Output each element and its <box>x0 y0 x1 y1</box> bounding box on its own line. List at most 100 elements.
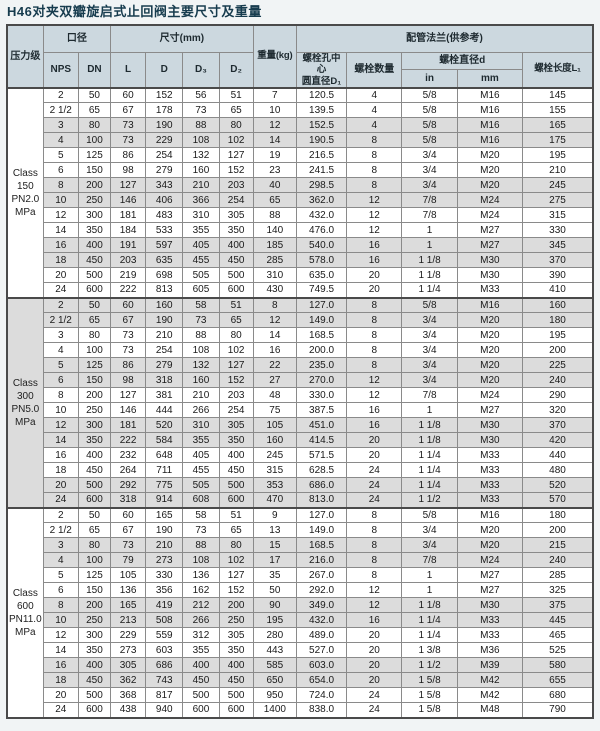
header-dimensions: 尺寸(mm) <box>110 24 254 53</box>
cell: 500 <box>218 477 254 494</box>
cell: M16 <box>456 102 524 119</box>
cell: 73 <box>109 342 147 359</box>
cell: 160 <box>182 372 220 389</box>
cell: 370 <box>522 252 594 269</box>
cell: 254 <box>218 192 254 209</box>
cell: M33 <box>456 627 524 644</box>
table-row: 12 300 181 483 310 305 88 432.0 12 7/8 M24 315 <box>7 207 594 224</box>
cell: 20 <box>346 672 403 689</box>
cell: 500 <box>182 687 220 704</box>
cell: 2 1/2 <box>42 312 79 329</box>
cell: 245 <box>522 177 594 194</box>
cell: M33 <box>456 447 524 464</box>
cell: M20 <box>456 372 524 389</box>
table-row: 16 400 191 597 405 400 185 540.0 16 1 M27 345 <box>7 237 594 254</box>
cell: 98 <box>109 372 147 389</box>
cell: 105 <box>252 417 297 434</box>
cell: 350 <box>218 432 254 449</box>
cell: 20 <box>42 267 79 284</box>
cell: 267.0 <box>295 567 348 584</box>
cell: 213 <box>109 612 147 629</box>
cell: 132 <box>182 147 220 164</box>
cell: M16 <box>456 132 524 149</box>
cell: 940 <box>145 702 184 719</box>
header-d3: D₃ <box>182 51 220 89</box>
cell: 520 <box>522 477 594 494</box>
cell: 10 <box>252 102 297 119</box>
cell: 65 <box>218 312 254 329</box>
cell: 2 <box>42 296 79 314</box>
cell: 20 <box>346 657 403 674</box>
cell: 400 <box>77 447 112 464</box>
cell: 8 <box>346 177 403 194</box>
table-row: 8 200 127 343 210 203 40 298.5 8 3/4 M20 245 <box>7 177 594 194</box>
cell: 686 <box>145 657 184 674</box>
cell: 139.5 <box>295 102 348 119</box>
cell: 366 <box>182 192 220 209</box>
cell: 10 <box>42 402 79 419</box>
cell: 520 <box>145 417 184 434</box>
cell: 465 <box>522 627 594 644</box>
cell: 8 <box>346 506 403 524</box>
cell: 100 <box>77 132 112 149</box>
cell: M20 <box>456 147 524 164</box>
cell: 600 <box>218 492 254 509</box>
table-row: 10 250 146 406 366 254 65 362.0 12 7/8 M24 275 <box>7 192 594 209</box>
cell: 353 <box>252 477 297 494</box>
cell: 60 <box>109 86 147 104</box>
cell: 50 <box>77 296 112 314</box>
cell: 127.0 <box>295 506 348 524</box>
table-row: 14 350 184 533 355 350 140 476.0 12 1 M27 330 <box>7 222 594 239</box>
cell: 345 <box>522 237 594 254</box>
cell: 195 <box>522 327 594 344</box>
cell: 432.0 <box>295 612 348 629</box>
table-row: 12 300 181 520 310 305 105 451.0 16 1 1/8 M30 370 <box>7 417 594 434</box>
cell: 405 <box>182 237 220 254</box>
cell: 88 <box>182 327 220 344</box>
cell: 215 <box>522 537 594 554</box>
cell: 50 <box>252 582 297 599</box>
cell: 1 3/8 <box>401 642 458 659</box>
cell: 10 <box>42 192 79 209</box>
cell: 450 <box>77 252 112 269</box>
cell: 146 <box>109 192 147 209</box>
cell: 127 <box>109 387 147 404</box>
cell: 125 <box>77 567 112 584</box>
cell: 225 <box>522 357 594 374</box>
table-row: 6 150 136 356 162 152 50 292.0 12 1 M27 325 <box>7 582 594 599</box>
table-row: 18 450 203 635 455 450 285 578.0 16 1 1/8 M30 370 <box>7 252 594 269</box>
cell: 80 <box>218 537 254 554</box>
table-row: 10 250 146 444 266 254 75 387.5 16 1 M27 320 <box>7 402 594 419</box>
cell: M20 <box>456 522 524 539</box>
cell: 330 <box>145 567 184 584</box>
table-row: 5 125 86 279 132 127 22 235.0 8 3/4 M20 225 <box>7 357 594 374</box>
cell: 500 <box>218 267 254 284</box>
header-unit-mm: mm <box>456 69 524 89</box>
cell: M20 <box>456 177 524 194</box>
cell: 9 <box>252 506 297 524</box>
cell: 305 <box>109 657 147 674</box>
table-row: 6 150 98 318 160 152 27 270.0 12 3/4 M20 240 <box>7 372 594 389</box>
cell: M27 <box>456 567 524 584</box>
cell: 190 <box>145 117 184 134</box>
cell: 318 <box>145 372 184 389</box>
cell: M30 <box>456 267 524 284</box>
cell: 370 <box>522 417 594 434</box>
cell: 8 <box>252 296 297 314</box>
cell: 1 1/4 <box>401 477 458 494</box>
cell: 165 <box>145 506 184 524</box>
spec-table: 压力级 口径 尺寸(mm) 重量(kg) 配管法兰(供参考) NPS DN L … <box>6 24 594 719</box>
cell: 362.0 <box>295 192 348 209</box>
cell: 152 <box>145 86 184 104</box>
cell: 18 <box>42 252 79 269</box>
table-row: 3 80 73 210 88 80 14 168.5 8 3/4 M20 195 <box>7 327 594 344</box>
cell: 210 <box>182 387 220 404</box>
cell: 350 <box>77 642 112 659</box>
cell: 20 <box>346 267 403 284</box>
cell: 67 <box>109 102 147 119</box>
cell: 65 <box>77 102 112 119</box>
cell: 489.0 <box>295 627 348 644</box>
cell: 483 <box>145 207 184 224</box>
cell: 3 <box>42 117 79 134</box>
cell: 381 <box>145 387 184 404</box>
